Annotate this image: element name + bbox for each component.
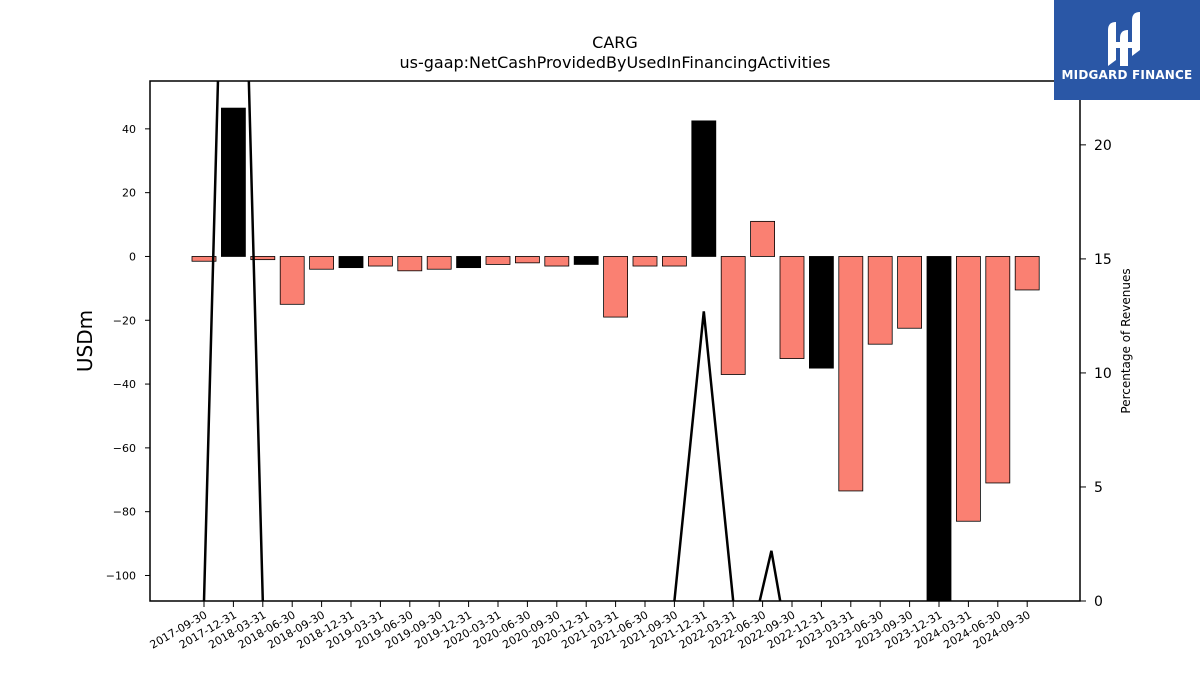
bar-2023-03-31 bbox=[838, 256, 864, 492]
bar-2021-03-31 bbox=[603, 256, 628, 318]
y2-axis-label: Percentage of Revenues bbox=[1119, 268, 1133, 413]
bar-group bbox=[191, 107, 1040, 602]
y2-tick-label: 0 bbox=[1094, 594, 1103, 610]
y-tick-label: 40 bbox=[122, 123, 136, 136]
bar-2020-12-31 bbox=[573, 256, 599, 265]
y-tick-label: −100 bbox=[106, 569, 136, 582]
y-tick-label: 20 bbox=[122, 187, 136, 200]
bar-2017-12-31 bbox=[220, 107, 246, 257]
brand-name: MIDGARD FINANCE bbox=[1061, 68, 1193, 82]
y-tick-label: 0 bbox=[129, 250, 136, 263]
y-tick-label: −80 bbox=[113, 506, 136, 519]
percentage-line bbox=[202, 81, 782, 601]
bar-2024-06-30 bbox=[985, 256, 1011, 484]
bar-2022-09-30 bbox=[779, 256, 805, 359]
bar-2018-06-30 bbox=[279, 256, 305, 305]
bar-2023-06-30 bbox=[867, 256, 893, 345]
y-axis-left: 40 20 0 −20 −40 −60 −80 −100 bbox=[106, 123, 150, 582]
percentage-line-group bbox=[202, 81, 782, 601]
bar-2022-06-30 bbox=[750, 220, 775, 257]
bar-2018-03-31 bbox=[250, 256, 276, 261]
bar-2019-03-31 bbox=[367, 256, 393, 267]
y2-tick-label: 5 bbox=[1094, 480, 1103, 496]
bar-2018-12-31 bbox=[338, 256, 364, 269]
x-axis: 2017-09-302017-12-312018-03-312018-06-30… bbox=[148, 601, 1033, 652]
bar-2023-09-30 bbox=[897, 256, 922, 329]
bar-2020-03-31 bbox=[485, 256, 511, 265]
bar-2019-06-30 bbox=[397, 256, 423, 272]
y-axis-label: USDm bbox=[73, 310, 97, 372]
bar-2022-03-31 bbox=[720, 256, 746, 375]
bar-2020-09-30 bbox=[544, 256, 570, 267]
y-tick-label: −40 bbox=[113, 378, 136, 391]
bar-2024-03-31 bbox=[956, 256, 981, 522]
y2-tick-label: 20 bbox=[1094, 138, 1112, 154]
bar-2019-09-30 bbox=[426, 256, 452, 270]
bar-2021-12-31 bbox=[691, 120, 717, 257]
y-tick-label: −60 bbox=[113, 442, 136, 455]
y2-tick-label: 10 bbox=[1094, 366, 1112, 382]
bar-2023-12-31 bbox=[926, 256, 952, 602]
brand-logo: MIDGARD FINANCE bbox=[1054, 0, 1200, 100]
bar-2021-09-30 bbox=[662, 256, 687, 267]
bar-2024-09-30 bbox=[1014, 256, 1040, 291]
chart-subtitle: us-gaap:NetCashProvidedByUsedInFinancing… bbox=[399, 53, 830, 72]
bar-2019-12-31 bbox=[456, 256, 482, 269]
bar-2018-09-30 bbox=[309, 256, 335, 270]
bar-2022-12-31 bbox=[809, 256, 834, 369]
plot-frame bbox=[149, 80, 1081, 602]
bar-2020-06-30 bbox=[515, 256, 540, 264]
bar-2017-09-30 bbox=[191, 256, 217, 262]
chart-title: CARG bbox=[592, 33, 638, 52]
y-axis-right: 20 15 10 5 0 bbox=[1080, 138, 1112, 610]
midgard-logo-icon bbox=[1108, 12, 1140, 66]
bar-2021-06-30 bbox=[632, 256, 658, 267]
y2-tick-label: 15 bbox=[1094, 252, 1112, 268]
y-tick-label: −20 bbox=[113, 314, 136, 327]
